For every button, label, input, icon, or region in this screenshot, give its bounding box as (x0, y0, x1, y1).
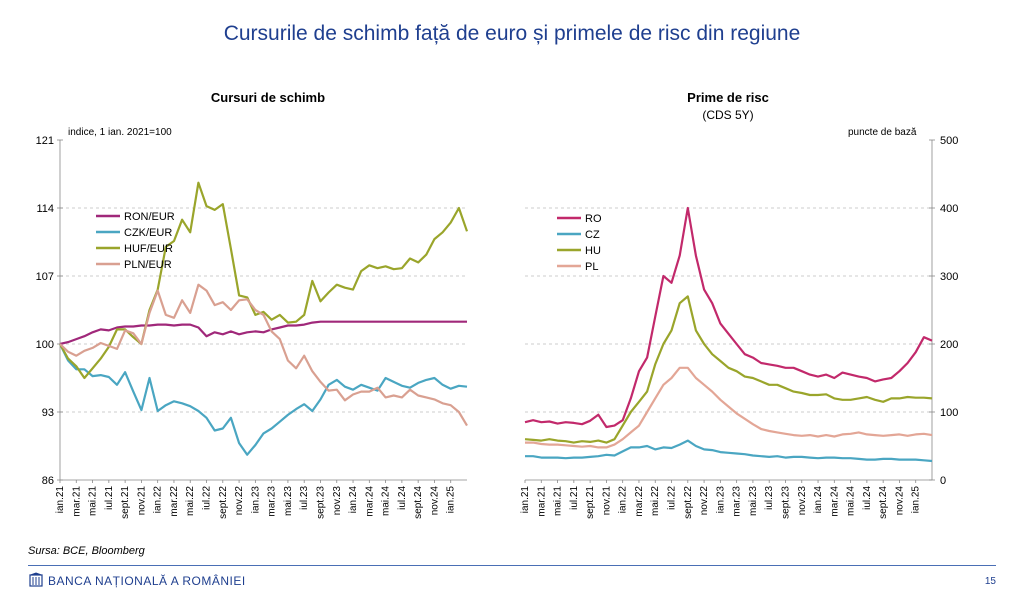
y-tick-label: 0 (940, 475, 946, 487)
x-tick-label: mar.24 (829, 486, 840, 517)
x-tick-label: ian.22 (153, 486, 164, 514)
x-tick-label: sept.23 (315, 486, 326, 519)
x-tick-label: sept.22 (683, 486, 694, 519)
left-chart-title: Cursuri de schimb (210, 90, 326, 105)
x-tick-label: nov.23 (332, 486, 343, 516)
x-tick-label: sept.21 (120, 486, 131, 519)
x-tick-label: nov.23 (797, 486, 808, 516)
bank-name: BANCA NAȚIONALĂ A ROMÂNIEI (48, 574, 246, 588)
legend-label: HU (585, 245, 601, 257)
x-tick-label: mar.23 (732, 486, 743, 517)
x-tick-label: iul.23 (764, 486, 775, 510)
page-title: Cursurile de schimb față de euro și prim… (223, 22, 801, 45)
x-tick-label: sept.22 (218, 486, 229, 519)
x-tick-label: iul.24 (862, 486, 873, 510)
x-tick-label: mar.21 (71, 486, 82, 517)
x-tick-label: mai.23 (748, 486, 759, 516)
x-tick-label: mai.22 (185, 486, 196, 516)
legend-label: PLN/EUR (124, 259, 172, 271)
x-tick-label: sept.23 (780, 486, 791, 519)
x-tick-label: mar.23 (267, 486, 278, 517)
x-tick-label: mar.22 (169, 486, 180, 517)
y-tick-label: 93 (42, 407, 54, 419)
x-tick-label: ian.23 (715, 486, 726, 514)
x-tick-label: ian.21 (520, 486, 531, 514)
x-tick-label: sept.24 (413, 486, 424, 519)
legend-label: RO (585, 213, 602, 225)
y-tick-label: 500 (940, 135, 958, 147)
y-tick-label: 100 (36, 339, 54, 351)
x-tick-label: nov.21 (136, 486, 147, 516)
x-tick-label: ian.22 (618, 486, 629, 514)
x-tick-label: mai.21 (88, 486, 99, 516)
legend-label: CZ (585, 229, 600, 241)
legend-label: HUF/EUR (124, 243, 173, 255)
series-line-cz (525, 439, 933, 463)
x-tick-label: ian.24 (348, 486, 359, 514)
x-tick-label: iul.22 (202, 486, 213, 510)
x-tick-label: nov.21 (601, 486, 612, 516)
x-tick-label: ian.23 (250, 486, 261, 514)
right-chart-title: Prime de risc (687, 90, 769, 105)
x-tick-label: sept.24 (878, 486, 889, 519)
series-line-pln-eur (59, 283, 468, 427)
right-chart-unit-label: puncte de bază (848, 127, 917, 138)
x-tick-label: mar.21 (536, 486, 547, 517)
y-tick-label: 400 (940, 203, 958, 215)
series-line-czk-eur (59, 343, 468, 456)
x-tick-label: iul.21 (569, 486, 580, 510)
x-tick-label: iul.24 (397, 486, 408, 510)
x-tick-label: mai.21 (553, 486, 564, 516)
x-tick-label: nov.22 (234, 486, 245, 516)
bank-logo-icon (29, 572, 43, 587)
y-tick-label: 200 (940, 339, 958, 351)
footer-divider (28, 565, 996, 566)
x-tick-label: ian.21 (55, 486, 66, 514)
y-tick-label: 121 (36, 135, 54, 147)
y-tick-label: 114 (36, 203, 54, 215)
x-tick-label: nov.22 (699, 486, 710, 516)
x-tick-label: mai.23 (283, 486, 294, 516)
legend-label: PL (585, 261, 598, 273)
page-number: 15 (984, 576, 996, 587)
x-tick-label: iul.21 (104, 486, 115, 510)
y-tick-label: 100 (940, 407, 958, 419)
series-line-hu (524, 295, 933, 444)
x-tick-label: nov.24 (894, 486, 905, 516)
series-line-ron-eur (59, 320, 467, 346)
source-note: Sursa: BCE, Bloomberg (28, 545, 145, 557)
x-tick-label: iul.23 (299, 486, 310, 510)
x-tick-label: sept.21 (585, 486, 596, 519)
right-chart-subtitle: (CDS 5Y) (702, 108, 754, 122)
x-tick-label: mai.24 (846, 486, 857, 516)
x-tick-label: nov.24 (429, 486, 440, 516)
y-tick-label: 86 (42, 475, 54, 487)
y-tick-label: 300 (940, 271, 958, 283)
x-tick-label: ian.25 (446, 486, 457, 514)
series-line-pl (525, 366, 933, 449)
legend-label: RON/EUR (124, 211, 175, 223)
x-tick-label: ian.25 (911, 486, 922, 514)
x-tick-label: ian.24 (813, 486, 824, 514)
x-tick-label: mar.24 (364, 486, 375, 517)
x-tick-label: iul.22 (667, 486, 678, 510)
x-tick-label: mai.24 (381, 486, 392, 516)
series-line-ro (524, 206, 933, 429)
x-tick-label: mar.22 (634, 486, 645, 517)
legend-label: CZK/EUR (124, 227, 172, 239)
x-tick-label: mai.22 (650, 486, 661, 516)
y-tick-label: 107 (36, 271, 54, 283)
left-chart-unit-label: indice, 1 ian. 2021=100 (68, 127, 172, 138)
